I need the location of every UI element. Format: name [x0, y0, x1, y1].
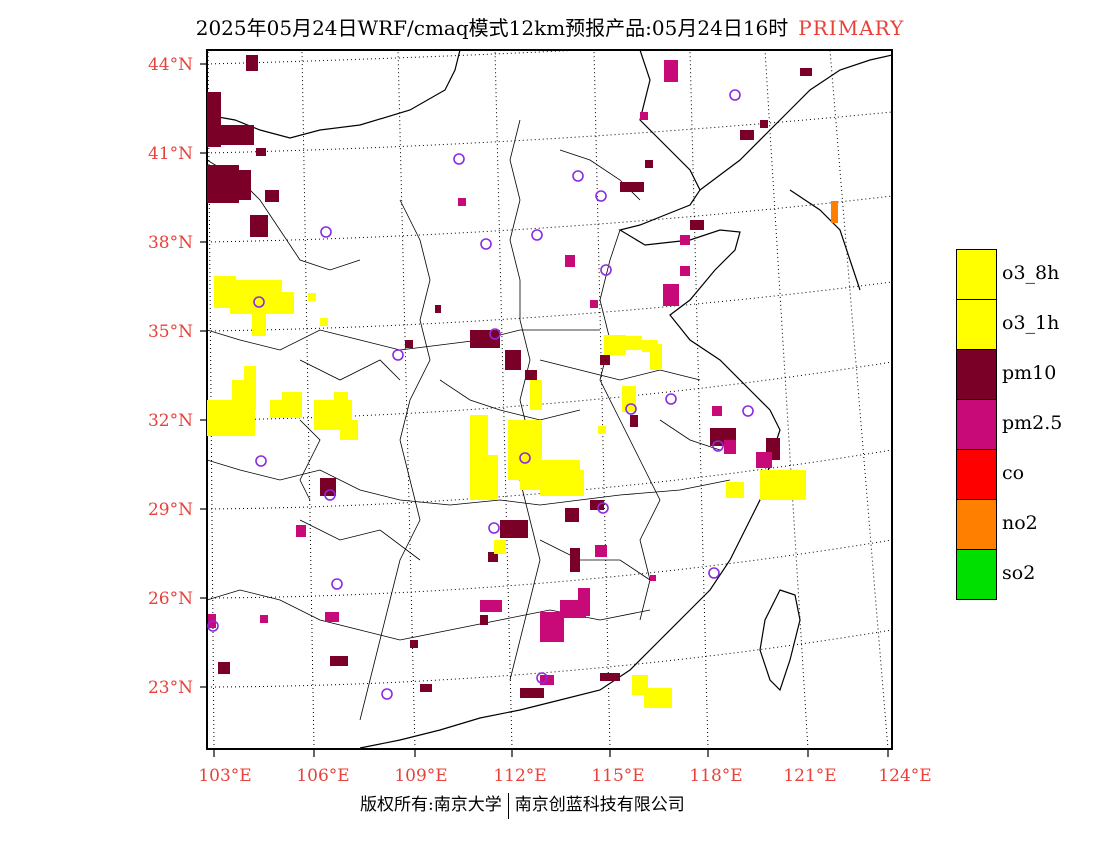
footer-divider [507, 792, 509, 819]
legend-label-o3-1h: o3_1h [1002, 312, 1060, 334]
legend-swatch-o3-8h [956, 249, 997, 300]
legend-swatch-no2 [956, 499, 997, 550]
copyright-text: 版权所有:南京大学 [360, 795, 502, 815]
lon-label-121e: 121°E [783, 766, 836, 786]
map-title: 2025年05月24日WRF/cmaq模式12km预报产品:05月24日16时 P… [0, 12, 1100, 41]
lon-label-115e: 115°E [591, 766, 644, 786]
pollutant-tag: PRIMARY [798, 16, 905, 40]
axis-ticks [200, 63, 889, 757]
ozone-patches [207, 276, 806, 708]
lat-label-23n: 23°N [148, 678, 193, 698]
lat-label-44n: 44°N [148, 55, 193, 75]
pm25-patches [208, 60, 772, 685]
lon-label-118e: 118°E [689, 766, 742, 786]
legend-label-pm10: pm10 [1002, 362, 1057, 384]
lon-label-112e: 112°E [493, 766, 546, 786]
lon-label-124e: 124°E [878, 766, 931, 786]
lat-label-35n: 35°N [148, 322, 193, 342]
legend-swatch-co [956, 449, 997, 500]
latitude-gridlines [207, 50, 892, 688]
lat-label-29n: 29°N [148, 500, 193, 520]
province-boundaries [207, 119, 731, 721]
company-text: 南京创蓝科技有限公司 [514, 795, 685, 815]
station-markers [207, 89, 754, 700]
lat-label-41n: 41°N [148, 144, 193, 164]
legend-swatch-pm10 [956, 349, 997, 400]
map-frame [206, 49, 893, 750]
legend-swatch-o3-1h [956, 299, 997, 350]
lat-label-32n: 32°N [148, 411, 193, 431]
copyright-footer: 版权所有:南京大学 南京创蓝科技有限公司 [360, 790, 685, 819]
legend-label-no2: no2 [1002, 512, 1038, 534]
lat-label-26n: 26°N [148, 589, 193, 609]
legend-label-co: co [1002, 462, 1025, 484]
legend-label-pm25: pm2.5 [1002, 412, 1063, 434]
no2-patches [831, 201, 838, 223]
legend-swatch-so2 [956, 549, 997, 600]
lon-label-106e: 106°E [296, 766, 349, 786]
legend-label-o3-8h: o3_8h [1002, 262, 1060, 284]
lon-label-103e: 103°E [198, 766, 251, 786]
pm10-patches [207, 55, 812, 698]
longitude-gridlines [207, 50, 889, 749]
legend-swatch-pm25 [956, 399, 997, 450]
title-text: 2025年05月24日WRF/cmaq模式12km预报产品:05月24日16时 [195, 16, 789, 40]
legend-label-so2: so2 [1002, 562, 1036, 584]
lon-label-109e: 109°E [394, 766, 447, 786]
lat-label-38n: 38°N [148, 233, 193, 253]
